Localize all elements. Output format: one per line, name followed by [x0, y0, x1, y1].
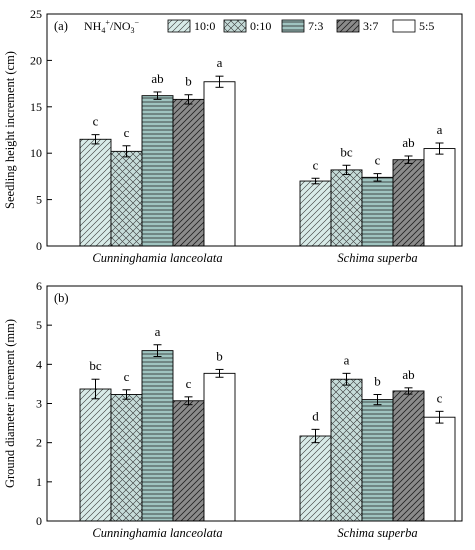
bar-schima-superba-10-0: [299, 435, 332, 522]
y-tick-label: 10: [30, 146, 42, 160]
legend: NH4+/NO3− 10:0 0:10 7:3 3:7 5:5: [84, 18, 434, 35]
significance-letter: ab: [402, 367, 414, 382]
bar-cunninghamia-lanceolata-3-7: [172, 98, 205, 247]
y-tick-label: 5: [36, 318, 42, 332]
y-tick-label: 15: [30, 100, 42, 114]
significance-letter: c: [93, 114, 99, 129]
legend-title: NH4+/NO3−: [84, 18, 140, 35]
bar-cunninghamia-lanceolata-10-0: [79, 388, 112, 522]
error-bar: [404, 155, 413, 164]
bar-schima-superba-5-5: [423, 416, 456, 522]
bar-schima-superba-3-7: [392, 159, 425, 247]
plot-frame: [46, 13, 463, 247]
bar-schima-superba-7-3: [361, 399, 394, 522]
error-bar: [91, 378, 100, 400]
bar-schima-superba-0-10: [330, 169, 363, 247]
y-tick-label: 25: [30, 7, 42, 21]
significance-letter: c: [124, 125, 130, 140]
significance-letter: ab: [151, 71, 163, 86]
significance-letter: ab: [402, 135, 414, 150]
error-bar: [342, 372, 351, 386]
y-tick-label: 20: [30, 53, 42, 67]
error-bar: [435, 410, 444, 424]
significance-letter: c: [186, 376, 192, 391]
legend-swatch-5-5: [392, 19, 416, 33]
error-bar: [373, 173, 382, 182]
significance-letter: c: [437, 390, 443, 405]
y-tick-label: 2: [36, 436, 42, 450]
error-bar: [153, 344, 162, 357]
significance-letter: bc: [340, 144, 353, 159]
y-tick-label: 0: [36, 514, 42, 528]
significance-letter: bc: [89, 358, 102, 373]
error-bar: [311, 428, 320, 444]
y-tick-label: 3: [36, 397, 42, 411]
y-tick-label: 1: [36, 475, 42, 489]
error-bar: [91, 134, 100, 145]
bar-cunninghamia-lanceolata-5-5: [203, 372, 236, 522]
error-bar: [215, 368, 224, 378]
x-category-label: Schima superba: [337, 526, 417, 540]
bar-cunninghamia-lanceolata-5-5: [203, 81, 236, 247]
error-bar: [215, 75, 224, 88]
x-category-label: Cunninghamia lanceolata: [92, 526, 222, 540]
error-bar: [435, 142, 444, 155]
significance-letter: b: [216, 348, 223, 363]
error-bar: [184, 396, 193, 406]
legend-label: 0:10: [250, 19, 271, 33]
error-bar: [311, 177, 320, 185]
y-tick-label: 4: [36, 357, 42, 371]
bar-cunninghamia-lanceolata-10-0: [79, 138, 112, 247]
y-tick-label: 6: [36, 279, 42, 293]
legend-swatch-0-10: [223, 19, 247, 33]
significance-letter: b: [374, 373, 381, 388]
y-tick-label: 0: [36, 239, 42, 253]
error-bar: [184, 94, 193, 105]
panel-label: (a): [54, 19, 68, 33]
error-bar: [342, 164, 351, 176]
bar-cunninghamia-lanceolata-0-10: [110, 394, 143, 522]
y-axis-label: Ground diameter increment (mm): [3, 319, 17, 488]
bar-cunninghamia-lanceolata-7-3: [141, 95, 174, 247]
legend-label: 7:3: [308, 19, 323, 33]
bar-schima-superba-3-7: [392, 390, 425, 522]
chart-panel-a: c c c bc ab c b ab a a 0 5 10 15 20 25 Cunninghamia lanc…: [3, 7, 463, 265]
legend-swatch-7-3: [281, 19, 305, 33]
bar-schima-superba-0-10: [330, 378, 363, 522]
legend-label: 5:5: [419, 19, 434, 33]
error-bar: [404, 387, 413, 395]
error-bar: [153, 91, 162, 100]
bar-schima-superba-10-0: [299, 180, 332, 247]
legend-label: 10:0: [194, 19, 215, 33]
x-category-label: Schima superba: [337, 251, 417, 265]
bar-schima-superba-5-5: [423, 148, 456, 247]
legend-swatch-3-7: [336, 19, 360, 33]
bar-cunninghamia-lanceolata-0-10: [110, 150, 143, 247]
significance-letter: c: [124, 369, 130, 384]
error-bar: [122, 145, 131, 158]
bar-schima-superba-7-3: [361, 176, 394, 247]
significance-letter: a: [344, 352, 350, 367]
significance-letter: d: [312, 408, 319, 423]
y-axis-label: Seedling height increment (cm): [3, 51, 17, 209]
significance-letter: a: [217, 55, 223, 70]
bar-cunninghamia-lanceolata-3-7: [172, 400, 205, 522]
significance-letter: c: [313, 157, 319, 172]
significance-letter: c: [375, 153, 381, 168]
x-category-label: Cunninghamia lanceolata: [92, 251, 222, 265]
legend-label: 3:7: [363, 19, 378, 33]
error-bar: [122, 389, 131, 400]
bar-cunninghamia-lanceolata-7-3: [141, 350, 174, 522]
significance-letter: a: [155, 324, 161, 339]
legend-swatch-10-0: [167, 19, 191, 33]
significance-letter: b: [185, 74, 192, 89]
error-bar: [373, 393, 382, 406]
panel-label: (b): [54, 291, 69, 305]
significance-letter: a: [437, 122, 443, 137]
y-tick-label: 5: [36, 193, 42, 207]
